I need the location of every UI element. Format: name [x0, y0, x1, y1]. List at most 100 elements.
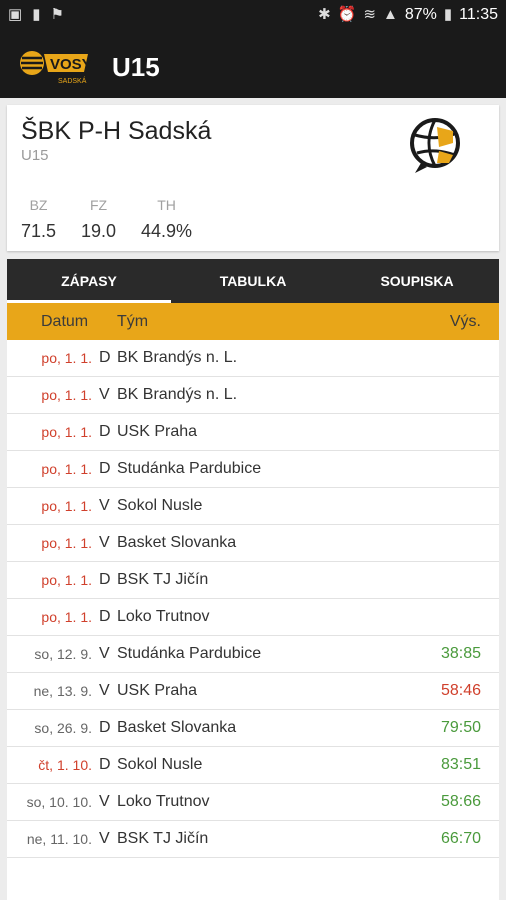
stat-label: BZ	[29, 197, 48, 213]
home-away: D	[99, 756, 111, 773]
stat-th: TH 44.9%	[141, 197, 192, 242]
match-row[interactable]: po, 1. 1. V Sokol Nusle	[7, 488, 499, 525]
header-score: Výs.	[449, 313, 481, 330]
table-header: Datum Tým Výs.	[7, 303, 499, 340]
stat-label: TH	[157, 197, 176, 213]
match-row[interactable]: po, 1. 1. D BK Brandýs n. L.	[7, 340, 499, 377]
battery-level: 87%	[404, 6, 437, 23]
match-row[interactable]: po, 1. 1. V BK Brandýs n. L.	[7, 377, 499, 414]
match-row[interactable]: čt, 1. 10. D Sokol Nusle 83:51	[7, 747, 499, 784]
opponent-name: Basket Slovanka	[117, 534, 237, 551]
opponent-name: Studánka Pardubice	[117, 460, 262, 477]
team-category: U15	[21, 147, 49, 164]
opponent-name: BSK TJ Jičín	[117, 571, 209, 588]
opponent-name: Sokol Nusle	[117, 756, 203, 773]
stat-bz: BZ 71.5	[21, 197, 56, 242]
home-away: D	[99, 460, 111, 477]
match-date: po, 1. 1.	[41, 387, 92, 403]
opponent-name: Basket Slovanka	[117, 719, 237, 736]
opponent-name: Studánka Pardubice	[117, 645, 262, 662]
flag-icon: ⚑	[50, 6, 64, 23]
opponent-name: BSK TJ Jičín	[117, 830, 209, 847]
match-row[interactable]: ne, 13. 9. V USK Praha 58:46	[7, 673, 499, 710]
tab-tabulka[interactable]: TABULKA	[219, 273, 287, 289]
match-date: so, 12. 9.	[34, 646, 92, 662]
alarm-icon: ⏰	[337, 6, 357, 23]
match-score: 58:46	[440, 682, 481, 699]
match-date: čt, 1. 10.	[38, 757, 92, 773]
home-away: V	[99, 830, 110, 847]
match-score: 66:70	[440, 830, 481, 847]
match-date: po, 1. 1.	[41, 572, 92, 588]
match-date: po, 1. 1.	[41, 424, 92, 440]
match-row[interactable]: po, 1. 1. D USK Praha	[7, 414, 499, 451]
status-left: ▣ ▮ ⚑	[8, 6, 64, 24]
match-date: ne, 11. 10.	[26, 831, 92, 847]
home-away: D	[99, 349, 111, 366]
opponent-name: BK Brandýs n. L.	[117, 386, 238, 403]
opponent-name: Sokol Nusle	[117, 497, 203, 514]
status-bar: ▣ ▮ ⚑ ✱ ⏰ ≋ ▲ 87% ▮ 11:35	[0, 0, 506, 32]
match-score: 83:51	[440, 756, 481, 773]
opponent-name: USK Praha	[117, 423, 198, 440]
home-away: V	[99, 682, 110, 699]
stat-value: 44.9%	[141, 221, 193, 241]
stat-value: 71.5	[21, 221, 57, 241]
match-row[interactable]: ne, 11. 10. V BSK TJ Jičín 66:70	[7, 821, 499, 858]
matches-card: ZÁPASY TABULKA SOUPISKA Datum Tým Výs. p…	[7, 259, 499, 900]
tab-soupiska[interactable]: SOUPISKA	[380, 273, 454, 289]
club-logo: VOSY SADSKÁ	[20, 51, 92, 85]
match-row[interactable]: po, 1. 1. D Loko Trutnov	[7, 599, 499, 636]
match-score: 58:66	[440, 793, 481, 810]
page-title: U15	[112, 52, 160, 82]
tab-bar: ZÁPASY TABULKA SOUPISKA	[7, 259, 499, 303]
match-row[interactable]: po, 1. 1. V Basket Slovanka	[7, 525, 499, 562]
logo-subtext: SADSKÁ	[58, 76, 87, 85]
header-date: Datum	[41, 313, 89, 330]
status-right: ✱ ⏰ ≋ ▲ 87% ▮ 11:35	[318, 6, 498, 24]
match-score: 79:50	[440, 719, 481, 736]
match-row[interactable]: so, 10. 10. V Loko Trutnov 58:66	[7, 784, 499, 821]
home-away: D	[99, 719, 111, 736]
match-date: po, 1. 1.	[41, 609, 92, 625]
match-date: so, 10. 10.	[26, 794, 92, 810]
opponent-name: USK Praha	[117, 682, 198, 699]
match-score: 38:85	[440, 645, 481, 662]
match-row[interactable]: po, 1. 1. D BSK TJ Jičín	[7, 562, 499, 599]
home-away: V	[99, 645, 110, 662]
header-team: Tým	[117, 313, 149, 330]
stat-label: FZ	[89, 197, 108, 213]
signal-icon: ▲	[382, 6, 398, 23]
team-name: ŠBK P-H Sadská	[21, 117, 212, 145]
home-away: V	[99, 497, 110, 514]
match-date: ne, 13. 9.	[33, 683, 92, 699]
match-row[interactable]: so, 26. 9. D Basket Slovanka 79:50	[7, 710, 499, 747]
wifi-icon: ≋	[363, 6, 376, 23]
opponent-name: Loko Trutnov	[117, 608, 210, 625]
tab-zapasy[interactable]: ZÁPASY	[7, 259, 171, 303]
stat-fz: FZ 19.0	[81, 197, 116, 242]
match-date: so, 26. 9.	[34, 720, 92, 736]
team-card: ŠBK P-H Sadská U15 BZ 71.5 FZ 19.0 TH 44…	[7, 105, 499, 251]
clock: 11:35	[459, 6, 498, 23]
app-bar: VOSY SADSKÁ U15	[0, 32, 506, 98]
match-row[interactable]: so, 12. 9. V Studánka Pardubice 38:85	[7, 636, 499, 673]
team-logo	[410, 118, 460, 173]
home-away: V	[99, 386, 110, 403]
home-away: D	[99, 608, 111, 625]
bluetooth-icon: ✱	[318, 6, 331, 23]
image-icon: ▣	[8, 6, 23, 23]
opponent-name: BK Brandýs n. L.	[117, 349, 238, 366]
match-row[interactable]: po, 1. 1. D Studánka Pardubice	[7, 451, 499, 488]
match-date: po, 1. 1.	[41, 535, 92, 551]
home-away: V	[99, 534, 110, 551]
match-list: po, 1. 1. D BK Brandýs n. L. po, 1. 1. V BK B…	[7, 340, 499, 858]
home-away: V	[99, 793, 110, 810]
chart-icon: ▮	[32, 6, 41, 23]
battery-icon: ▮	[443, 6, 453, 23]
home-away: D	[99, 423, 111, 440]
match-date: po, 1. 1.	[41, 350, 92, 366]
opponent-name: Loko Trutnov	[117, 793, 210, 810]
stat-value: 19.0	[81, 221, 117, 241]
logo-text: VOSY	[50, 56, 92, 73]
